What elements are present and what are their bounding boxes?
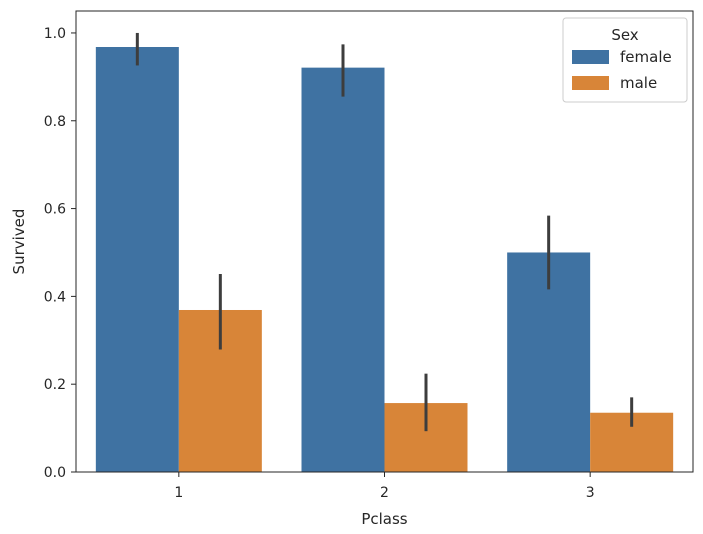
y-tick-label: 0.6 [44, 202, 66, 218]
y-tick-label: 0.4 [44, 289, 66, 305]
legend-swatch-female [572, 50, 609, 64]
y-axis-label: Survived [10, 209, 28, 275]
y-tick-label: 1.0 [44, 26, 66, 42]
bars-group [95, 47, 674, 473]
x-tick-label: 1 [174, 485, 183, 501]
bar-female-class-1 [95, 47, 179, 473]
x-tick-label: 3 [586, 485, 595, 501]
y-axis: 0.0 0.2 0.4 0.6 0.8 1.0 [44, 26, 76, 481]
legend-title: Sex [611, 26, 638, 44]
x-axis: 1 2 3 [174, 472, 595, 501]
legend: Sex female male [562, 17, 688, 103]
x-tick-label: 2 [380, 485, 389, 501]
y-tick-label: 0.2 [44, 377, 66, 393]
legend-swatch-male [572, 76, 609, 90]
y-tick-label: 0.8 [44, 114, 66, 130]
legend-label-female: female [620, 48, 672, 66]
error-bars-group [135, 32, 634, 432]
bar-female-class-2 [301, 67, 385, 472]
legend-label-male: male [620, 74, 657, 92]
y-tick-label: 0.0 [44, 465, 66, 481]
x-axis-label: Pclass [361, 510, 407, 528]
